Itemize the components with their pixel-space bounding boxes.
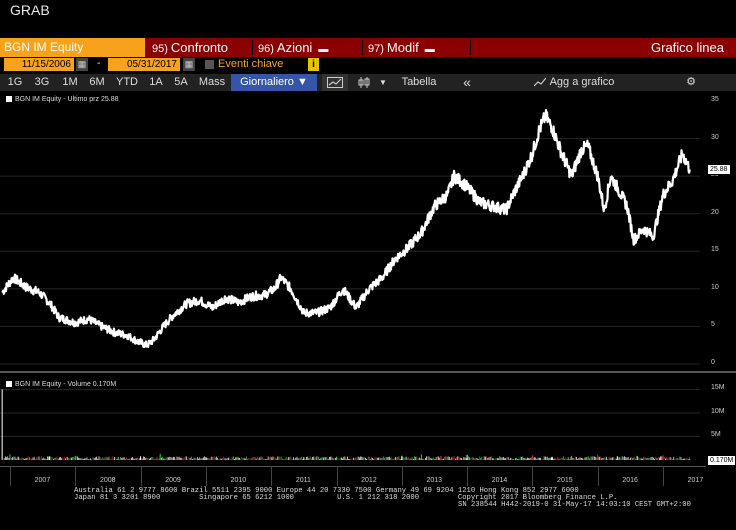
chart-type-label[interactable]: Grafico linea (651, 40, 724, 55)
date-separator: - (97, 58, 101, 69)
y-tick-label: 0 (711, 359, 715, 366)
x-tick-label: 2009 (165, 477, 181, 484)
x-tick-label: 2011 (295, 477, 311, 484)
x-tick-label: 2008 (99, 477, 116, 484)
toolbar (0, 74, 736, 91)
menu-number: 96) (258, 43, 274, 55)
panel-divider[interactable] (0, 371, 736, 373)
x-tick-label: 2015 (557, 477, 573, 484)
frequency-dropdown[interactable]: Giornaliero ▼ (231, 74, 317, 91)
back-button[interactable]: « (463, 74, 471, 90)
price-legend: BGN IM Equity - Ultimo prz 25.88 (6, 96, 118, 103)
period-1a[interactable]: 1A (149, 76, 163, 88)
frequency-label: Giornaliero (240, 76, 294, 88)
x-tick-label: 2017 (687, 477, 704, 484)
divider (362, 40, 363, 55)
x-tick-mark (467, 466, 469, 486)
footer-contacts-line1: Australia 61 2 9777 8600 Brazil 5511 239… (74, 487, 579, 495)
y-tick-label: 10 (711, 283, 719, 291)
add-to-chart-button[interactable]: Agg a grafico (524, 74, 624, 91)
last-price-tag: 25.88 (707, 163, 731, 175)
dropdown-arrow-icon: ▬ (318, 44, 329, 55)
key-events-checkbox[interactable] (205, 60, 214, 69)
table-button[interactable]: Tabella (401, 76, 437, 88)
candlestick-icon[interactable] (352, 74, 376, 91)
x-tick-mark (205, 466, 207, 486)
x-tick-mark (10, 466, 11, 486)
start-date-field[interactable]: 11/15/2006 (4, 58, 74, 71)
x-tick-mark (597, 466, 599, 486)
chevron-down-icon: ▼ (296, 76, 308, 88)
volume-tick-label: 5M (711, 431, 721, 439)
x-tick-label: 2016 (622, 477, 638, 484)
period-ytd[interactable]: YTD (116, 76, 138, 88)
key-events-label: Eventi chiave (218, 58, 284, 70)
menu-label: Confronto (170, 40, 228, 55)
menu-bar (0, 38, 736, 57)
line-chart-icon[interactable] (322, 74, 348, 91)
info-icon[interactable]: i (308, 58, 319, 71)
volume-gridlines (0, 388, 700, 437)
chart-add-icon (533, 77, 547, 87)
volume-tick-label: 15M (711, 384, 725, 392)
volume-legend-text: BGN IM Equity - Volume 0.170M (15, 381, 117, 388)
modify-menu[interactable]: 97) Modif ▬ (368, 38, 468, 57)
footer-contacts-line2: Japan 81 3 3201 8900 Singapore 65 6212 1… (74, 494, 618, 502)
x-tick-mark (336, 466, 338, 486)
end-date-field[interactable]: 05/31/2017 (108, 58, 180, 71)
legend-swatch (6, 96, 12, 103)
period-1m[interactable]: 1M (62, 76, 78, 88)
menu-number: 97) (368, 43, 384, 55)
gear-icon[interactable]: ⚙ (686, 76, 696, 88)
y-tick-label: 5 (711, 321, 715, 329)
volume-chart[interactable] (0, 376, 706, 464)
y-tick-label: 25 (711, 171, 719, 179)
calendar-icon[interactable]: ▦ (183, 58, 195, 71)
price-line (1, 109, 691, 348)
price-chart[interactable] (0, 92, 706, 370)
period-max[interactable]: Mass (198, 76, 226, 88)
ticker-field[interactable]: BGN IM Equity (0, 38, 145, 57)
calendar-icon[interactable]: ▦ (76, 58, 88, 71)
x-tick-label: 2007 (34, 477, 51, 484)
volume-bars (1, 389, 691, 460)
x-tick-label: 2013 (426, 477, 443, 484)
x-tick-label: 2014 (491, 477, 508, 484)
x-axis-line (0, 466, 706, 467)
x-tick-mark (271, 466, 273, 486)
compare-menu[interactable]: 95) Confronto (152, 38, 250, 57)
y-tick-label: 35 (711, 96, 719, 103)
footer-session-line: SN 238544 H442-2019-0 31-May-17 14:03:10… (458, 501, 691, 509)
period-3g[interactable]: 3G (34, 76, 50, 88)
volume-legend: BGN IM Equity - Volume 0.170M (6, 381, 116, 388)
menu-label: Modif (386, 40, 419, 55)
period-6m[interactable]: 6M (89, 76, 105, 88)
x-tick-mark (663, 466, 664, 486)
add-to-chart-label: Agg a grafico (549, 76, 615, 88)
divider (252, 40, 253, 55)
menu-number: 95) (152, 43, 168, 55)
y-tick-label: 30 (711, 133, 719, 141)
y-tick-label: 20 (711, 208, 719, 216)
chevron-down-icon[interactable]: ▼ (379, 78, 387, 87)
x-tick-mark (401, 466, 403, 486)
menu-label: Azioni (276, 40, 313, 55)
price-gridlines (0, 138, 700, 365)
y-tick-label: 15 (711, 246, 719, 254)
x-tick-mark (75, 466, 77, 486)
period-1g[interactable]: 1G (7, 76, 23, 88)
divider (470, 40, 471, 55)
dropdown-arrow-icon: ▬ (424, 44, 435, 55)
actions-menu[interactable]: 96) Azioni ▬ (258, 38, 360, 57)
x-tick-mark (140, 466, 142, 486)
last-volume-tag: 0.170M (707, 455, 736, 466)
price-legend-text: BGN IM Equity - Ultimo prz 25.88 (15, 96, 119, 103)
period-5a[interactable]: 5A (174, 76, 188, 88)
x-tick-label: 2010 (230, 477, 247, 484)
legend-swatch (6, 381, 12, 388)
volume-tick-label: 10M (711, 407, 725, 415)
x-tick-label: 2012 (361, 477, 377, 484)
x-tick-mark (532, 466, 534, 486)
window-title: GRAB (10, 2, 50, 18)
